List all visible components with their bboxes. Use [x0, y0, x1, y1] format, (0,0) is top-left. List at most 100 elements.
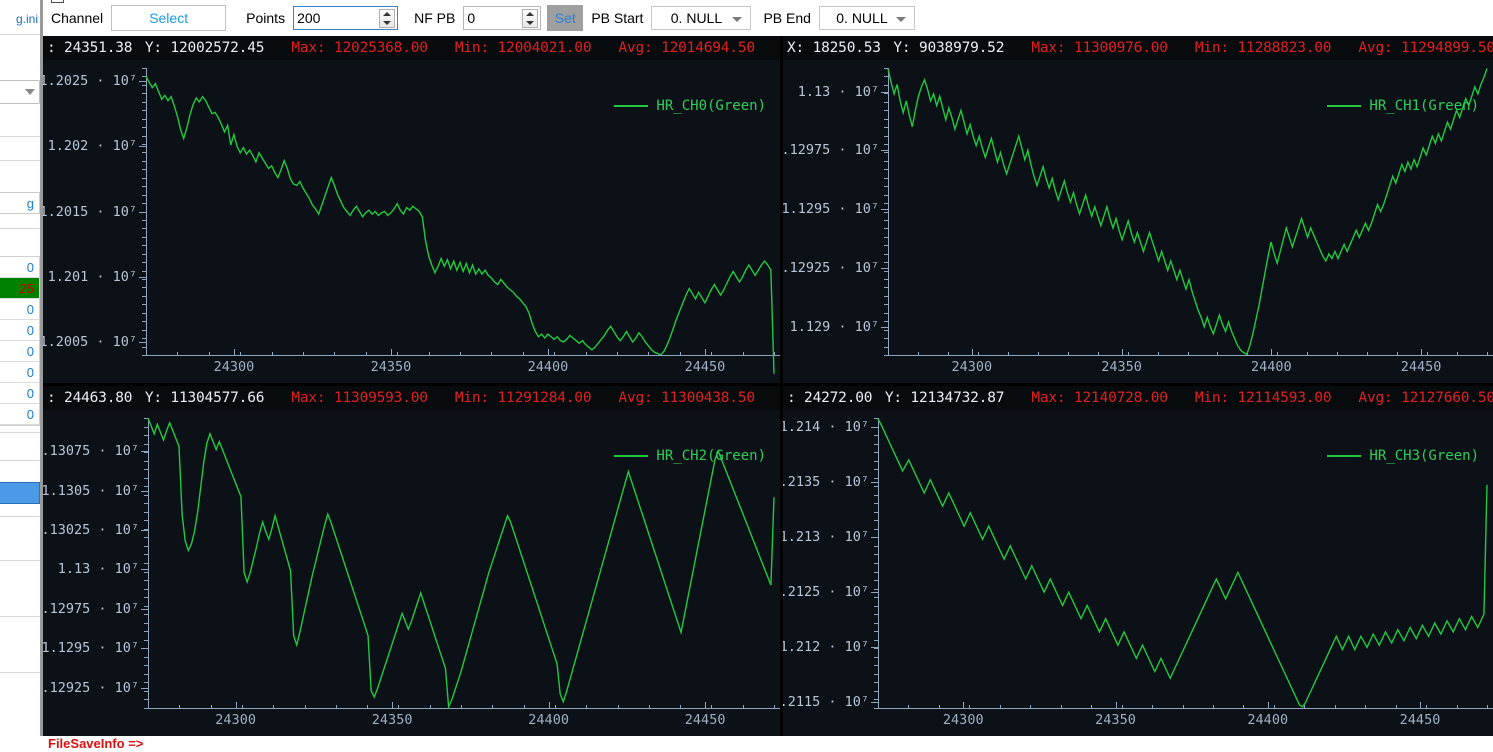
sidebar-divider-9 [0, 616, 40, 617]
y-axis-minor-tick [884, 136, 889, 137]
cursor-y-readout: Y: 9038979.52 [893, 40, 1005, 56]
nfpb-stepper[interactable] [522, 9, 539, 28]
y-axis-minor-tick [144, 495, 149, 496]
x-axis-minor-tick [918, 352, 919, 356]
x-axis-label: 24400 [527, 359, 569, 375]
x-axis-minor-tick [1335, 705, 1336, 709]
x-axis-minor-tick [1277, 352, 1278, 356]
x-axis-label: 24300 [213, 359, 255, 375]
list-item[interactable]: 0 [0, 257, 39, 278]
y-axis-minor-tick [874, 674, 879, 675]
y-axis-minor-tick [144, 623, 149, 624]
sidebar-divider-8 [0, 560, 40, 561]
x-axis-tick [236, 702, 237, 709]
y-axis-tick [871, 537, 879, 538]
y-axis-minor-tick [144, 657, 149, 658]
y-axis-minor-tick [142, 110, 147, 111]
list-item[interactable]: 0 [0, 320, 39, 341]
y-axis-minor-tick [144, 572, 149, 573]
y-axis-label: 1.2005 · 10⁷ [43, 333, 137, 350]
sidebar-primary-button[interactable] [0, 482, 40, 504]
stepper-down-icon [383, 20, 392, 25]
y-axis-minor-tick [144, 427, 149, 428]
x-axis-label: 24400 [1247, 712, 1289, 728]
plot-panel-ch0[interactable]: : 24351.38 Y: 12002572.45 Max: 12025368.… [43, 36, 783, 386]
plot-area-ch1[interactable]: 1.13 · 10⁷ 1.12975 · 10⁷ 1.1295 · 10⁷ 1.129… [783, 60, 1493, 383]
x-axis-minor-tick [1068, 352, 1069, 356]
partial-checkbox[interactable] [51, 0, 64, 3]
pb-end-label: PB End [763, 10, 811, 26]
x-axis-tick [548, 349, 549, 356]
sidebar-dropdown[interactable] [0, 80, 40, 104]
x-axis-label: 24400 [1251, 359, 1292, 375]
legend-label: HR_CH1(Green) [1369, 98, 1479, 114]
list-item[interactable]: 0 [0, 404, 39, 425]
x-axis-minor-tick [461, 705, 462, 709]
sidebar-g-field[interactable]: g [0, 192, 40, 214]
y-axis-minor-tick [142, 304, 147, 305]
points-stepper[interactable] [379, 9, 396, 28]
list-item[interactable]: 0 [0, 341, 39, 362]
y-axis-tick [141, 648, 149, 649]
x-axis-minor-tick [711, 352, 712, 356]
y-axis-minor-tick [142, 254, 147, 255]
nfpb-spinner[interactable] [463, 6, 542, 30]
points-spinner[interactable] [293, 6, 399, 30]
x-axis-minor-tick [1367, 352, 1368, 356]
pb-end-dropdown[interactable]: 0. NULL [818, 6, 915, 30]
plot-header-ch2: : 24463.80 Y: 11304577.66 Max: 11309593.… [43, 386, 780, 410]
channel-select-button[interactable]: Select [111, 5, 227, 31]
y-axis-minor-tick [874, 563, 879, 564]
plot-area-ch0[interactable]: 1.2025 · 10⁷ 1.202 · 10⁷ 1.2015 · 10⁷ 1.201… [43, 60, 780, 383]
x-axis-minor-tick [491, 352, 492, 356]
plot-panel-ch1[interactable]: X: 18250.53 Y: 9038979.52 Max: 11300976.… [783, 36, 1493, 386]
sidebar-divider-2 [0, 136, 40, 137]
sidebar-splitter[interactable] [40, 0, 43, 752]
y-axis-minor-tick [142, 93, 147, 94]
x-axis-minor-tick [948, 352, 949, 356]
legend-ch0: HR_CH0(Green) [614, 98, 766, 114]
y-axis-minor-tick [884, 262, 889, 263]
legend-ch2: HR_CH2(Green) [614, 448, 766, 464]
list-item[interactable]: 0 [0, 362, 39, 383]
y-axis-minor-tick [144, 631, 149, 632]
x-axis-minor-tick [554, 352, 555, 356]
y-axis-label: 1.2025 · 10⁷ [43, 73, 137, 90]
x-axis-minor-tick [1000, 705, 1001, 709]
nfpb-label: NF PB [414, 10, 456, 26]
x-axis-minor-tick [1091, 705, 1092, 709]
y-axis-minor-tick [144, 452, 149, 453]
points-label: Points [246, 10, 286, 26]
x-axis-minor-tick [523, 352, 524, 356]
pb-start-label: PB Start [591, 10, 644, 26]
x-axis-minor-tick [1122, 705, 1123, 709]
y-axis-minor-tick [142, 355, 147, 356]
points-input[interactable] [294, 8, 367, 28]
x-axis-minor-tick [146, 352, 147, 356]
avg-readout: Avg: 11300438.50 [618, 390, 755, 406]
stepper-down-icon [526, 20, 535, 25]
x-axis-minor-tick [492, 705, 493, 709]
x-axis-minor-tick [1152, 705, 1153, 709]
plot-area-ch2[interactable]: 1.13075 · 10⁷ 1.1305 · 10⁷ 1.13025 · 10⁷ 1.… [43, 410, 780, 736]
y-axis-minor-tick [884, 195, 889, 196]
stepper-up-icon [526, 12, 535, 17]
list-item[interactable]: 0 [0, 299, 39, 320]
list-item[interactable]: 0 [0, 383, 39, 404]
plot-area-ch3[interactable]: 1.214 · 10⁷ 1.2135 · 10⁷ 1.213 · 10⁷ 1.2125… [783, 410, 1493, 736]
list-item[interactable]: 25 [0, 278, 39, 299]
y-axis-minor-tick [884, 338, 889, 339]
plot-panel-ch2[interactable]: : 24463.80 Y: 11304577.66 Max: 11309593.… [43, 386, 783, 736]
x-axis-minor-tick [586, 352, 587, 356]
file-save-info-text: FileSaveInfo => [48, 736, 144, 751]
y-axis-minor-tick [874, 572, 879, 573]
nfpb-input[interactable] [464, 8, 521, 28]
set-button[interactable]: Set [547, 5, 584, 31]
y-axis-minor-tick [144, 529, 149, 530]
plot-panel-ch3[interactable]: : 24272.00 Y: 12134732.87 Max: 12140728.… [783, 386, 1493, 736]
y-axis-minor-tick [884, 144, 889, 145]
y-axis-minor-tick [144, 589, 149, 590]
ini-file-label[interactable]: g.ini [15, 12, 38, 26]
y-axis-minor-tick [884, 347, 889, 348]
pb-start-dropdown[interactable]: 0. NULL [651, 6, 752, 30]
